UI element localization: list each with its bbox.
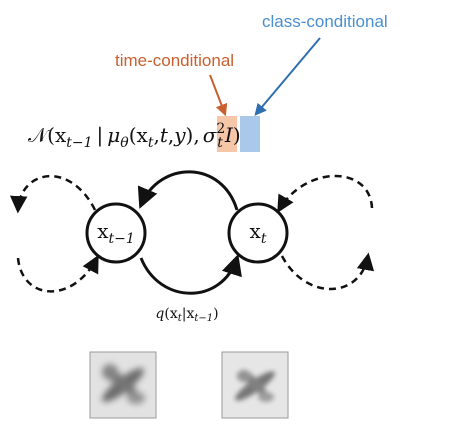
reverse-process-formula: 𝒩(xt−1 | μθ(xt,t,y), σ2 t I) — [28, 121, 241, 151]
class-conditional-arrow — [254, 37, 321, 116]
right-reverse-dashed-arrow — [277, 174, 374, 214]
node-x-t-minus-1 — [85, 202, 147, 264]
left-forward-dashed-arrow — [16, 254, 99, 293]
forward-process-label: q(xt|xt−1) — [155, 306, 218, 324]
left-reverse-dashed-arrow — [9, 174, 97, 214]
sample-image-x-t — [221, 351, 289, 419]
class-variable: y — [173, 123, 186, 147]
node-x-t — [227, 202, 289, 264]
forward-arrow — [139, 254, 242, 295]
sample-image-x-t-minus-1 — [89, 351, 157, 419]
reverse-arrow — [137, 170, 239, 211]
normal-symbol: 𝒩 — [28, 123, 50, 147]
time-conditional-label: time-conditional — [115, 51, 234, 70]
node-x-t-minus-1-label: xt−1 — [97, 219, 135, 247]
time-conditional-arrow — [209, 74, 228, 117]
class-highlight — [240, 116, 260, 152]
time-highlight — [217, 116, 237, 152]
node-x-t-label: xt — [250, 219, 267, 247]
class-conditional-label: class-conditional — [262, 12, 388, 31]
time-variable: t — [160, 123, 169, 147]
right-forward-dashed-arrow — [280, 252, 375, 291]
